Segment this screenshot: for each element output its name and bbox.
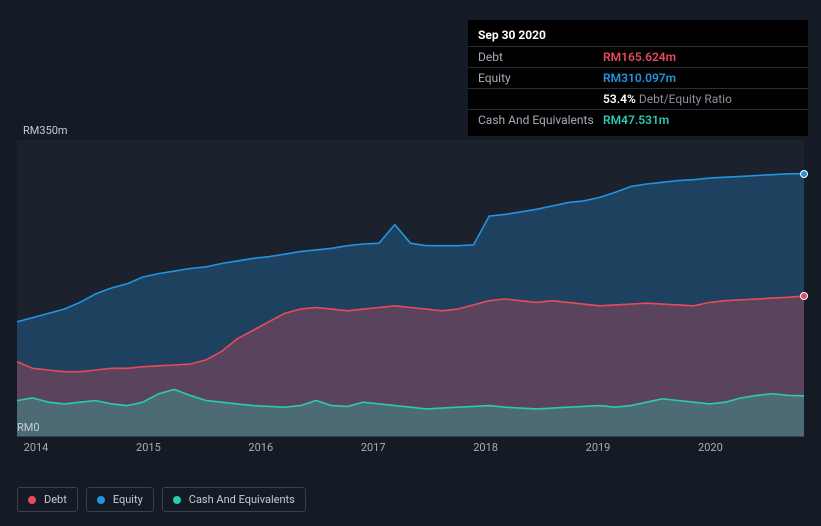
legend-item-equity[interactable]: Equity xyxy=(86,487,154,512)
x-tick-label: 2017 xyxy=(361,441,386,454)
end-marker-equity xyxy=(800,170,808,178)
chart-tooltip: Sep 30 2020 Debt RM165.624m Equity RM310… xyxy=(468,20,808,136)
x-tick-label: 2016 xyxy=(248,441,273,454)
tooltip-date: Sep 30 2020 xyxy=(468,26,808,46)
legend-swatch xyxy=(28,496,36,504)
legend-label: Equity xyxy=(113,493,143,506)
tooltip-row-debt: Debt RM165.624m xyxy=(468,46,808,67)
x-tick-label: 2020 xyxy=(698,441,723,454)
x-tick-label: 2018 xyxy=(473,441,498,454)
legend-swatch xyxy=(173,496,181,504)
tooltip-label: Equity xyxy=(478,71,603,85)
x-tick-label: 2014 xyxy=(24,441,49,454)
chart-legend: Debt Equity Cash And Equivalents xyxy=(17,487,306,512)
y-axis-min-label: RM0 xyxy=(17,421,40,434)
end-marker-debt xyxy=(800,292,808,300)
tooltip-row-cash: Cash And Equivalents RM47.531m xyxy=(468,109,808,130)
chart-plot-area[interactable]: RM0 xyxy=(17,140,804,436)
chart-container: RM350m RM0 2014201520162017201820192020 xyxy=(17,140,804,464)
ratio-percent: 53.4% xyxy=(603,92,636,106)
chart-svg xyxy=(17,140,804,436)
tooltip-label: Debt xyxy=(478,50,603,64)
x-tick-label: 2015 xyxy=(136,441,161,454)
legend-label: Cash And Equivalents xyxy=(189,493,295,506)
x-tick-label: 2019 xyxy=(586,441,611,454)
legend-label: Debt xyxy=(44,493,67,506)
tooltip-value: RM310.097m xyxy=(603,71,676,85)
ratio-label: Debt/Equity Ratio xyxy=(639,92,732,106)
tooltip-label xyxy=(478,92,603,106)
tooltip-row-equity: Equity RM310.097m xyxy=(468,67,808,88)
legend-item-cash[interactable]: Cash And Equivalents xyxy=(162,487,306,512)
tooltip-label: Cash And Equivalents xyxy=(478,113,603,127)
legend-item-debt[interactable]: Debt xyxy=(17,487,78,512)
legend-swatch xyxy=(97,496,105,504)
tooltip-value: RM47.531m xyxy=(603,113,669,127)
tooltip-value: RM165.624m xyxy=(603,50,676,64)
y-axis-max-label: RM350m xyxy=(23,124,68,137)
x-axis: 2014 2015 2016 2017 2018 2019 2020 xyxy=(17,436,804,464)
tooltip-row-ratio: 53.4% Debt/Equity Ratio xyxy=(468,88,808,109)
